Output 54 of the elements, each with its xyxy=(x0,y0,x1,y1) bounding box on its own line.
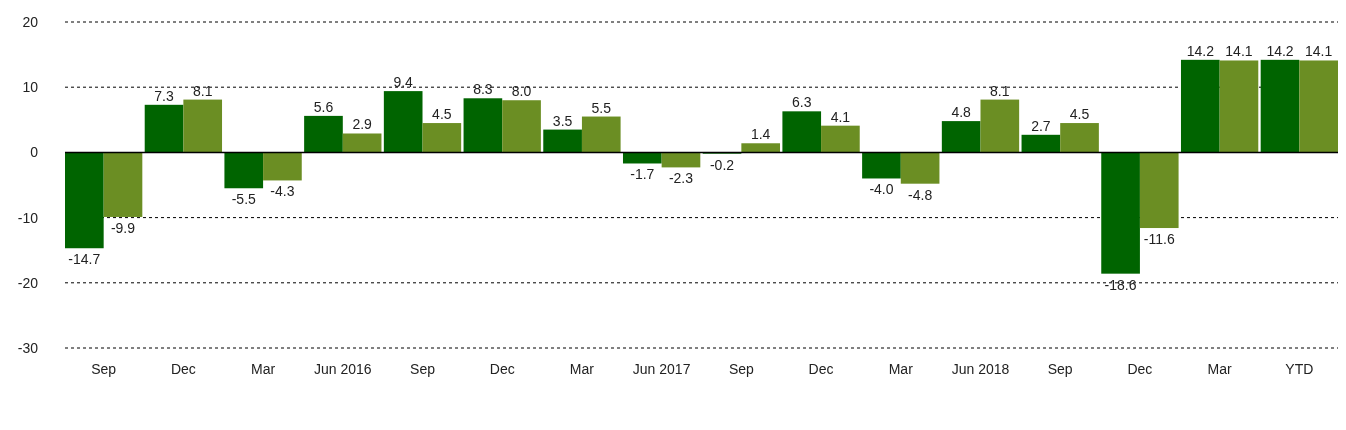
data-label: 14.2 xyxy=(1186,42,1215,59)
y-tick-label: -20 xyxy=(17,274,39,291)
data-label: -18.6 xyxy=(1104,276,1137,293)
data-label: 14.1 xyxy=(1225,43,1253,60)
x-tick-label: Sep xyxy=(91,361,117,377)
data-label: -5.5 xyxy=(231,191,257,208)
data-label: -1.7 xyxy=(630,166,655,183)
data-label: 14.2 xyxy=(1266,42,1294,59)
y-tick-label: 20 xyxy=(22,14,39,30)
x-tick-label: Mar xyxy=(569,361,595,377)
x-tick-label: Mar xyxy=(1207,361,1233,377)
data-label: 4.5 xyxy=(432,106,452,123)
data-label: -4.3 xyxy=(270,183,295,200)
x-tick-label: Sep xyxy=(1047,361,1073,377)
data-label: -11.6 xyxy=(1143,231,1175,248)
data-label: 8.3 xyxy=(473,81,493,98)
x-tick-label: Sep xyxy=(410,361,436,377)
data-label: 4.1 xyxy=(830,108,851,125)
data-label: 3.5 xyxy=(552,112,573,129)
x-tick-label: Dec xyxy=(489,361,515,377)
data-label: 4.8 xyxy=(951,104,972,121)
data-label: 7.3 xyxy=(154,87,174,104)
x-tick-label: Mar xyxy=(251,361,276,377)
y-tick-label: -10 xyxy=(17,209,39,226)
x-tick-label: Mar xyxy=(888,361,914,377)
data-label: 1.4 xyxy=(750,126,771,143)
x-tick-label: Dec xyxy=(808,361,834,377)
y-tick-label: -30 xyxy=(17,340,39,356)
data-label: 14.1 xyxy=(1305,43,1333,60)
data-label: -4.0 xyxy=(869,181,894,198)
x-tick-label: Dec xyxy=(170,361,196,377)
data-label: 2.9 xyxy=(352,116,373,133)
data-label: 8.0 xyxy=(511,83,532,100)
x-tick-label: Jun 2017 xyxy=(632,361,691,377)
data-label: -4.8 xyxy=(908,186,933,203)
x-tick-label: Dec xyxy=(1127,361,1153,377)
data-label: 8.1 xyxy=(192,82,213,99)
x-tick-label: Jun 2016 xyxy=(313,361,372,377)
data-label: 5.6 xyxy=(313,98,334,115)
data-label: 4.5 xyxy=(1069,106,1090,123)
x-tick-label: YTD xyxy=(1285,361,1314,377)
y-tick-label: 0 xyxy=(30,144,39,161)
y-tick-label: 10 xyxy=(22,79,39,96)
data-label: 6.3 xyxy=(792,94,812,111)
data-label: -0.2 xyxy=(709,156,735,173)
data-label: 8.1 xyxy=(990,82,1010,99)
data-label: -14.7 xyxy=(68,251,101,268)
data-label: 5.5 xyxy=(591,99,612,116)
x-tick-label: Jun 2018 xyxy=(951,361,1010,377)
x-tick-label: Sep xyxy=(728,361,755,377)
data-label: 9.4 xyxy=(393,74,414,91)
data-label: 2.7 xyxy=(1031,117,1051,134)
data-label: -9.9 xyxy=(110,219,136,236)
data-label: -2.3 xyxy=(668,170,694,187)
